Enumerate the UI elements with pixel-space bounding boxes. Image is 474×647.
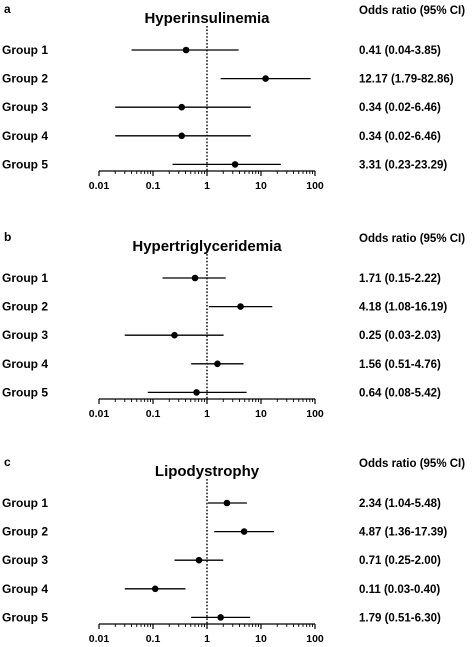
x-tick-label: 10 (255, 180, 267, 192)
or-value: 0.64 (0.08-5.42) (359, 387, 441, 399)
x-tick-label: 1 (204, 180, 210, 192)
or-value: 12.17 (1.79-82.86) (359, 74, 454, 86)
x-tick-label: 0.1 (146, 408, 161, 420)
or-value: 4.18 (1.08-16.19) (359, 302, 447, 314)
x-tick-label: 0.1 (146, 633, 161, 645)
or-value: 1.79 (0.51-6.30) (359, 612, 441, 624)
x-tick-label: 10 (255, 408, 267, 420)
or-value: 1.56 (0.51-4.76) (359, 359, 441, 371)
group-label: Group 5 (2, 610, 48, 624)
odds-ratio-point (182, 46, 190, 54)
panel-title: Hyperinsulinemia (144, 10, 270, 27)
or-value: 0.25 (0.03-2.03) (359, 330, 441, 342)
odds-ratio-point (195, 556, 203, 564)
group-label: Group 5 (2, 385, 48, 399)
or-value: 1.71 (0.15-2.22) (359, 273, 441, 285)
or-column-header: Odds ratio (95% CI) (359, 5, 465, 17)
x-tick-label: 100 (306, 408, 324, 420)
x-tick-label: 0.01 (89, 408, 110, 420)
or-value: 0.11 (0.03-0.40) (359, 584, 440, 596)
group-label: Group 1 (2, 43, 48, 57)
group-label: Group 1 (2, 271, 48, 285)
panel-title: Hypertriglyceridemia (132, 238, 282, 255)
panel-letter: b (4, 230, 11, 244)
x-tick-label: 0.1 (146, 180, 161, 192)
x-tick-label: 1 (204, 633, 210, 645)
panel-letter: c (4, 455, 11, 469)
or-value: 0.41 (0.04-3.85) (359, 45, 441, 57)
odds-ratio-point (178, 132, 185, 140)
odds-ratio-point (262, 75, 269, 82)
odds-ratio-point (237, 303, 244, 310)
odds-ratio-point (151, 585, 159, 593)
odds-ratio-point (214, 360, 221, 368)
x-tick-label: 1 (204, 408, 210, 420)
or-value: 0.34 (0.02-6.46) (359, 131, 441, 143)
group-label: Group 2 (2, 72, 48, 86)
group-label: Group 3 (2, 100, 48, 114)
x-tick-label: 0.01 (89, 180, 110, 192)
group-label: Group 5 (2, 157, 48, 171)
panel-title: Lipodystrophy (155, 463, 260, 480)
group-label: Group 4 (2, 582, 48, 596)
group-label: Group 2 (2, 525, 48, 539)
group-label: Group 2 (2, 300, 48, 314)
odds-ratio-point (231, 161, 239, 168)
x-tick-label: 0.01 (89, 633, 110, 645)
odds-ratio-point (223, 499, 231, 507)
or-value: 0.71 (0.25-2.00) (359, 555, 441, 567)
or-value: 2.34 (1.04-5.48) (359, 498, 441, 510)
x-tick-label: 100 (306, 633, 324, 645)
group-label: Group 4 (2, 129, 48, 143)
x-tick-label: 10 (255, 633, 267, 645)
panel-b: b Hypertriglyceridemia Odds ratio (95% CI)… (2, 230, 465, 420)
or-value: 4.87 (1.36-17.39) (359, 527, 447, 539)
or-column-header: Odds ratio (95% CI) (359, 458, 465, 470)
group-label: Group 3 (2, 553, 48, 567)
group-label: Group 1 (2, 496, 48, 510)
panel-a: a Hyperinsulinemia Odds ratio (95% CI) Grou… (2, 2, 465, 192)
group-label: Group 3 (2, 328, 48, 342)
group-label: Group 4 (2, 357, 48, 371)
odds-ratio-point (171, 331, 178, 339)
odds-ratio-point (193, 389, 200, 396)
panel-letter: a (4, 2, 11, 16)
odds-ratio-point (217, 614, 224, 621)
odds-ratio-point (178, 103, 185, 111)
odds-ratio-point (191, 274, 199, 282)
or-value: 0.34 (0.02-6.46) (359, 102, 441, 114)
or-column-header: Odds ratio (95% CI) (359, 233, 465, 245)
panel-c: c Lipodystrophy Odds ratio (95% CI) Group 1… (2, 455, 465, 645)
odds-ratio-point (240, 528, 248, 535)
x-tick-label: 100 (306, 180, 324, 192)
or-value: 3.31 (0.23-23.29) (359, 159, 447, 171)
